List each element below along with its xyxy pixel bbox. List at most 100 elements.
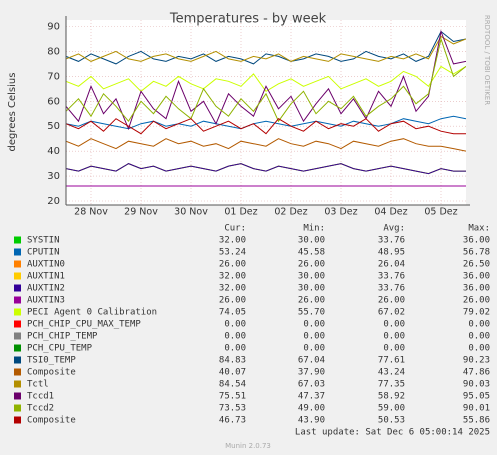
stat-value: 67.03 bbox=[298, 380, 325, 390]
stat-value: 84.83 bbox=[219, 356, 246, 366]
footer: Munin 2.0.73 bbox=[225, 442, 271, 450]
y-tick-label: 30 bbox=[47, 171, 60, 182]
x-tick-label: 30 Nov bbox=[174, 207, 208, 218]
stat-value: 36.00 bbox=[463, 272, 490, 282]
stat-value: 59.00 bbox=[378, 404, 405, 414]
stat-value: 32.00 bbox=[219, 236, 246, 246]
stat-value: 47.86 bbox=[463, 368, 490, 378]
stat-value: 45.58 bbox=[298, 248, 325, 258]
stat-value: 26.00 bbox=[463, 296, 490, 306]
x-tick-label: 03 Dez bbox=[324, 207, 357, 218]
legend-swatch bbox=[14, 272, 21, 280]
watermark: RRDTOOL / TOBI OETIKER bbox=[483, 15, 491, 105]
stat-value: 77.35 bbox=[378, 380, 405, 390]
legend-label: PCH_CHIP_CPU_MAX_TEMP bbox=[27, 320, 141, 330]
series-line bbox=[66, 30, 466, 65]
legend-swatch bbox=[14, 416, 21, 424]
y-tick-label: 60 bbox=[47, 96, 60, 107]
y-tick-label: 20 bbox=[47, 196, 60, 207]
stat-value: 26.00 bbox=[219, 296, 246, 306]
legend-label: AUXTIN0 bbox=[27, 260, 65, 270]
legend-swatch bbox=[14, 344, 21, 352]
legend-swatch bbox=[14, 296, 21, 304]
x-tick-label: 28 Nov bbox=[74, 207, 108, 218]
y-tick-label: 70 bbox=[47, 71, 60, 82]
chart-title: Temperatures - by week bbox=[169, 12, 327, 27]
series-line bbox=[66, 138, 466, 152]
stat-header: Min: bbox=[303, 224, 325, 234]
y-axis-label: degrees Celsius bbox=[7, 73, 18, 152]
x-tick-label: 01 Dez bbox=[224, 207, 257, 218]
legend-label: AUXTIN1 bbox=[27, 272, 65, 282]
last-update: Last update: Sat Dec 6 05:00:14 2025 bbox=[295, 428, 490, 438]
stat-value: 30.00 bbox=[298, 284, 325, 294]
stat-value: 30.00 bbox=[298, 272, 325, 282]
legend-swatch bbox=[14, 260, 21, 268]
legend-swatch bbox=[14, 356, 21, 364]
stat-value: 67.04 bbox=[298, 356, 325, 366]
stat-value: 33.76 bbox=[378, 284, 405, 294]
stat-value: 0.00 bbox=[303, 344, 325, 354]
x-tick-label: 05 Dez bbox=[424, 207, 457, 218]
legend-label: AUXTIN2 bbox=[27, 284, 65, 294]
legend-label: PECI Agent 0 Calibration bbox=[27, 308, 157, 318]
stat-value: 90.23 bbox=[463, 356, 490, 366]
stat-value: 0.00 bbox=[383, 332, 405, 342]
legend-label: PCH_CPU_TEMP bbox=[27, 344, 93, 354]
legend-label: PCH_CHIP_TEMP bbox=[27, 332, 98, 342]
stat-value: 79.02 bbox=[463, 308, 490, 318]
legend-swatch bbox=[14, 284, 21, 292]
stat-value: 0.00 bbox=[224, 344, 246, 354]
series-line bbox=[66, 29, 466, 131]
lines bbox=[66, 29, 466, 187]
stat-value: 67.02 bbox=[378, 308, 405, 318]
legend-swatch bbox=[14, 332, 21, 340]
legend-label: Composite bbox=[27, 416, 76, 426]
stat-value: 36.00 bbox=[463, 236, 490, 246]
legend-label: CPUTIN bbox=[27, 248, 60, 258]
legend-swatch bbox=[14, 368, 21, 376]
y-tick-label: 90 bbox=[47, 21, 60, 32]
stat-value: 84.54 bbox=[219, 380, 246, 390]
stat-value: 46.73 bbox=[219, 416, 246, 426]
legend-swatch bbox=[14, 236, 21, 244]
stat-value: 40.07 bbox=[219, 368, 246, 378]
stat-value: 58.92 bbox=[378, 392, 405, 402]
stat-value: 0.00 bbox=[303, 320, 325, 330]
x-tick-label: 02 Dez bbox=[274, 207, 307, 218]
y-tick-label: 40 bbox=[47, 146, 60, 157]
series-line bbox=[66, 65, 466, 92]
stat-value: 90.03 bbox=[463, 380, 490, 390]
stat-value: 56.78 bbox=[463, 248, 490, 258]
stat-value: 0.00 bbox=[468, 344, 490, 354]
legend-swatch bbox=[14, 248, 21, 256]
legend-label: Tccd2 bbox=[27, 404, 54, 414]
stat-value: 50.53 bbox=[378, 416, 405, 426]
x-tick-label: 29 Nov bbox=[124, 207, 158, 218]
stat-header: Max: bbox=[468, 224, 490, 234]
stat-header: Avg: bbox=[383, 224, 405, 234]
legend-swatch bbox=[14, 308, 21, 316]
legend-swatch bbox=[14, 320, 21, 328]
stat-value: 32.00 bbox=[219, 272, 246, 282]
stat-value: 26.00 bbox=[298, 260, 325, 270]
stat-value: 49.00 bbox=[298, 404, 325, 414]
stat-value: 73.53 bbox=[219, 404, 246, 414]
stat-value: 0.00 bbox=[224, 332, 246, 342]
series-line bbox=[66, 37, 466, 123]
stat-value: 0.00 bbox=[383, 344, 405, 354]
stat-value: 26.00 bbox=[378, 296, 405, 306]
legend-label: AUXTIN3 bbox=[27, 296, 65, 306]
stat-value: 90.01 bbox=[463, 404, 490, 414]
legend-label: Composite bbox=[27, 368, 76, 378]
stat-value: 55.86 bbox=[463, 416, 490, 426]
stat-value: 55.70 bbox=[298, 308, 325, 318]
stat-value: 0.00 bbox=[303, 332, 325, 342]
stat-value: 95.05 bbox=[463, 392, 490, 402]
legend-swatch bbox=[14, 392, 21, 400]
stat-value: 74.05 bbox=[219, 308, 246, 318]
series-line bbox=[66, 115, 466, 130]
stat-value: 30.00 bbox=[298, 236, 325, 246]
stat-value: 75.51 bbox=[219, 392, 246, 402]
